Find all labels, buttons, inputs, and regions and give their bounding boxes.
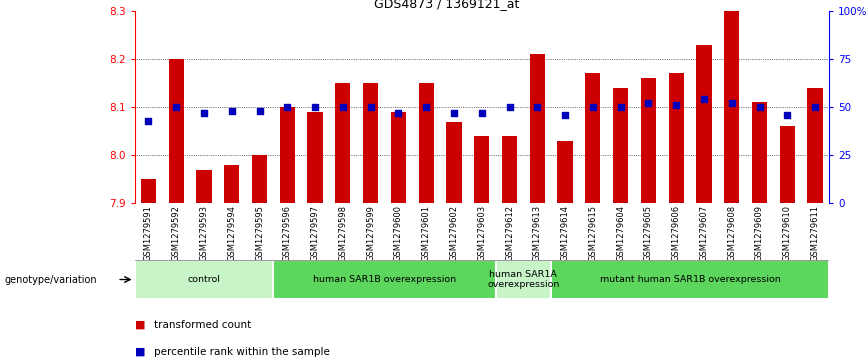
Text: percentile rank within the sample: percentile rank within the sample: [154, 347, 330, 357]
Point: [503, 104, 516, 110]
Point: [336, 104, 350, 110]
Bar: [752, 102, 767, 203]
Bar: [779, 126, 795, 203]
Bar: [196, 170, 212, 203]
Bar: [641, 78, 656, 203]
Bar: [335, 83, 351, 203]
Point: [308, 104, 322, 110]
Bar: [224, 165, 240, 203]
Bar: [613, 88, 628, 203]
Point: [558, 112, 572, 118]
Bar: [418, 83, 434, 203]
Point: [391, 110, 405, 116]
Bar: [279, 107, 295, 203]
Bar: [252, 155, 267, 203]
Bar: [363, 83, 378, 203]
Bar: [446, 122, 462, 203]
Point: [141, 118, 155, 123]
Text: transformed count: transformed count: [154, 320, 251, 330]
FancyBboxPatch shape: [551, 260, 829, 299]
Point: [780, 112, 794, 118]
FancyBboxPatch shape: [135, 260, 273, 299]
Bar: [557, 141, 573, 203]
Point: [225, 108, 239, 114]
Point: [253, 108, 266, 114]
Text: control: control: [187, 275, 220, 284]
Point: [641, 100, 655, 106]
Bar: [807, 88, 823, 203]
Point: [419, 104, 433, 110]
Bar: [529, 54, 545, 203]
Bar: [668, 73, 684, 203]
Point: [697, 97, 711, 102]
Point: [753, 104, 766, 110]
Text: genotype/variation: genotype/variation: [4, 274, 97, 285]
Point: [669, 102, 683, 108]
Bar: [168, 59, 184, 203]
Point: [169, 104, 183, 110]
Text: mutant human SAR1B overexpression: mutant human SAR1B overexpression: [600, 275, 780, 284]
Bar: [696, 45, 712, 203]
Text: human SAR1A
overexpression: human SAR1A overexpression: [487, 270, 560, 289]
Point: [197, 110, 211, 116]
Point: [586, 104, 600, 110]
Bar: [141, 179, 156, 203]
Text: ■: ■: [135, 320, 145, 330]
Bar: [502, 136, 517, 203]
FancyBboxPatch shape: [273, 260, 496, 299]
Point: [364, 104, 378, 110]
Point: [725, 100, 739, 106]
Bar: [307, 112, 323, 203]
Bar: [585, 73, 601, 203]
Point: [614, 104, 628, 110]
Text: ■: ■: [135, 347, 145, 357]
Bar: [724, 11, 740, 203]
Point: [475, 110, 489, 116]
Point: [808, 104, 822, 110]
Point: [447, 110, 461, 116]
FancyBboxPatch shape: [135, 260, 829, 299]
Bar: [474, 136, 490, 203]
Point: [280, 104, 294, 110]
FancyBboxPatch shape: [496, 260, 551, 299]
Bar: [391, 112, 406, 203]
Title: GDS4873 / 1369121_at: GDS4873 / 1369121_at: [374, 0, 520, 10]
Text: human SAR1B overexpression: human SAR1B overexpression: [313, 275, 456, 284]
Point: [530, 104, 544, 110]
